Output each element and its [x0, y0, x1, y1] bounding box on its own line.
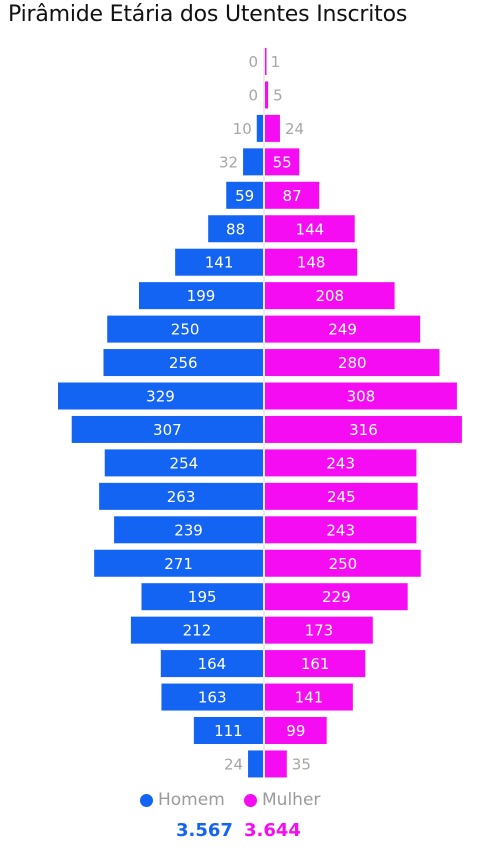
data-label-women: 55 — [273, 153, 292, 171]
bar-women[interactable] — [265, 650, 366, 678]
data-label-women: 249 — [328, 321, 357, 339]
bar-women[interactable] — [265, 415, 462, 443]
data-label-men: 32 — [219, 153, 238, 171]
data-label-women: 208 — [315, 287, 344, 305]
data-label-women: 245 — [327, 488, 356, 506]
data-label-men: 163 — [198, 689, 227, 707]
bar-women[interactable] — [265, 583, 408, 611]
bar-women[interactable] — [265, 148, 300, 176]
data-label-men: 329 — [146, 388, 175, 406]
data-label-women: 243 — [326, 454, 355, 472]
data-label-men: 199 — [187, 287, 216, 305]
data-label-men: 195 — [188, 588, 217, 606]
bar-men[interactable] — [256, 114, 263, 142]
bar-men[interactable] — [208, 215, 263, 243]
data-label-men: 164 — [198, 655, 227, 673]
data-label-men: 239 — [174, 521, 203, 539]
data-label-women: 173 — [305, 622, 334, 640]
legend-dot-men — [140, 793, 153, 807]
bar-men[interactable] — [141, 583, 263, 611]
chart-title: Pirâmide Etária dos Utentes Inscritos — [8, 2, 408, 27]
bar-women[interactable] — [265, 616, 373, 644]
bar-women[interactable] — [265, 248, 358, 276]
legend-dot-women — [244, 793, 257, 807]
bar-men[interactable] — [58, 382, 263, 410]
data-label-women: 308 — [347, 388, 376, 406]
data-label-women: 148 — [297, 254, 326, 272]
data-label-women: 161 — [301, 655, 330, 673]
bar-men[interactable] — [130, 616, 263, 644]
data-label-women: 99 — [286, 722, 305, 740]
bar-men[interactable] — [248, 750, 263, 778]
bar-women[interactable] — [265, 482, 418, 510]
data-label-women: 144 — [296, 220, 325, 238]
bar-men[interactable] — [103, 349, 263, 377]
data-label-women: 5 — [273, 86, 283, 104]
bar-women[interactable] — [265, 114, 280, 142]
data-label-men: 212 — [183, 622, 212, 640]
legend-item-men[interactable]: Homem — [140, 790, 225, 810]
data-label-women: 141 — [295, 689, 324, 707]
data-label-men: 0 — [248, 53, 258, 71]
chart-legend: Homem Mulher — [0, 790, 484, 812]
data-label-men: 254 — [170, 454, 199, 472]
bar-men[interactable] — [161, 683, 263, 711]
data-label-women: 250 — [329, 555, 358, 573]
bar-men[interactable] — [94, 549, 263, 577]
data-label-men: 256 — [169, 354, 198, 372]
data-label-men: 271 — [164, 555, 193, 573]
bar-women[interactable] — [265, 81, 269, 109]
data-label-men: 307 — [153, 421, 182, 439]
data-label-women: 24 — [285, 120, 304, 138]
bar-women[interactable] — [265, 382, 457, 410]
bar-women[interactable] — [265, 683, 353, 711]
total-men: 3.567 — [176, 820, 233, 841]
bar-men[interactable] — [71, 415, 263, 443]
total-women: 3.644 — [244, 820, 301, 841]
data-label-men: 111 — [214, 722, 243, 740]
bar-men[interactable] — [193, 717, 263, 744]
legend-item-women[interactable]: Mulher — [244, 790, 320, 810]
data-label-men: 263 — [167, 488, 196, 506]
legend-label-women: Mulher — [262, 790, 321, 810]
data-label-women: 243 — [326, 521, 355, 539]
bar-women[interactable] — [265, 750, 287, 778]
data-label-men: 250 — [171, 321, 200, 339]
data-label-men: 10 — [233, 120, 252, 138]
bar-women[interactable] — [265, 449, 417, 477]
data-label-men: 88 — [226, 220, 245, 238]
bar-men[interactable] — [226, 181, 263, 209]
bar-men[interactable] — [107, 315, 264, 343]
bar-women[interactable] — [265, 315, 421, 343]
data-label-women: 87 — [283, 187, 302, 205]
bar-women[interactable] — [265, 717, 327, 744]
bar-men[interactable] — [114, 516, 263, 544]
bar-men[interactable] — [243, 148, 263, 176]
data-label-men: 141 — [205, 254, 234, 272]
bar-women[interactable] — [265, 516, 417, 544]
bar-men[interactable] — [175, 248, 263, 276]
data-label-men: 24 — [224, 755, 243, 773]
data-label-women: 229 — [322, 588, 351, 606]
bar-women[interactable] — [265, 181, 320, 209]
bar-men[interactable] — [160, 650, 263, 678]
bar-women[interactable] — [265, 349, 440, 377]
data-label-women: 35 — [292, 755, 311, 773]
bar-men[interactable] — [104, 449, 264, 477]
data-label-women: 316 — [349, 421, 378, 439]
bar-women[interactable] — [265, 215, 355, 243]
bar-men[interactable] — [139, 282, 263, 310]
data-label-women: 280 — [338, 354, 367, 372]
bar-men[interactable] — [99, 482, 263, 510]
bar-women[interactable] — [265, 549, 421, 577]
data-label-women: 1 — [271, 53, 281, 71]
bar-women[interactable] — [265, 282, 395, 310]
data-label-men: 0 — [248, 86, 258, 104]
bar-women[interactable] — [265, 48, 267, 75]
data-label-men: 59 — [235, 187, 254, 205]
legend-label-men: Homem — [158, 790, 225, 810]
